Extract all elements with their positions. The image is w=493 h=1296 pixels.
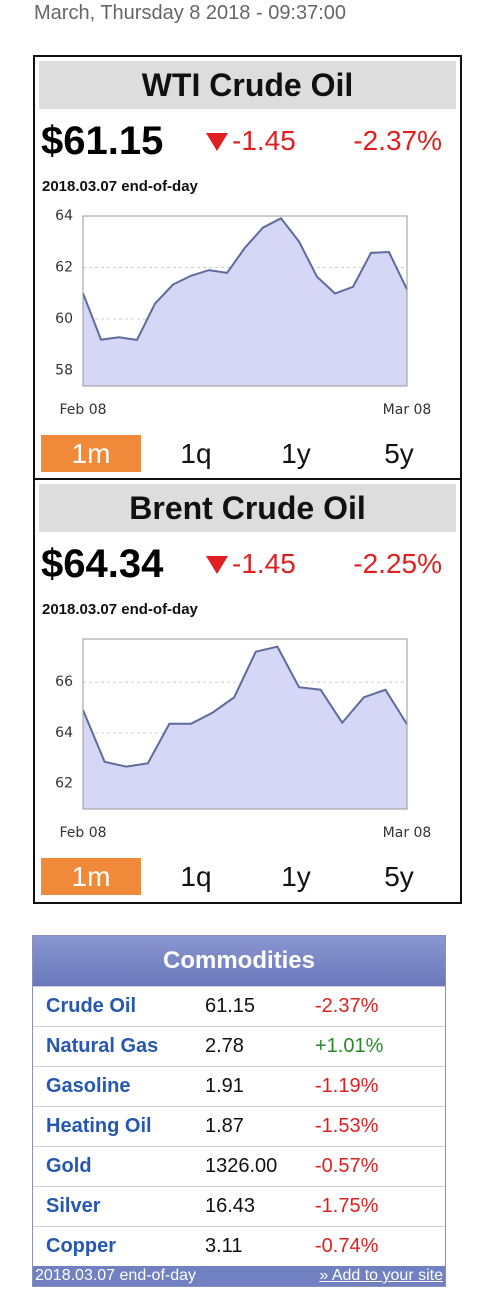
widget-title: WTI Crude Oil (39, 61, 456, 109)
range-tab[interactable]: 5y (384, 861, 414, 892)
commodity-name[interactable]: Gasoline (46, 1075, 131, 1097)
commodity-name[interactable]: Gold (46, 1155, 92, 1177)
y-tick-label: 60 (55, 311, 73, 327)
change: -1.45 (232, 125, 296, 156)
commodity-change: -2.37% (315, 995, 379, 1017)
change-percent: -2.25% (353, 548, 442, 579)
table-row: Gasoline 1.91 -1.19% (33, 1066, 445, 1106)
commodity-name[interactable]: Heating Oil (46, 1115, 152, 1137)
y-tick-label: 58 (55, 363, 73, 379)
plot-border (82, 638, 408, 810)
commodity-price: 3.11 (205, 1235, 243, 1257)
footer-note: 2018.03.07 end-of-day (35, 1267, 197, 1284)
area (83, 218, 407, 386)
price-chart: 62 64 66 Feb 08 Mar 08 (55, 638, 432, 841)
table-row: Heating Oil 1.87 -1.53% (33, 1106, 445, 1146)
change-percent: -2.37% (353, 125, 442, 156)
commodity-price: 1326.00 (205, 1155, 278, 1177)
price: $64.34 (41, 542, 164, 586)
table-footer: 2018.03.07 end-of-day » Add to your site (33, 1266, 445, 1286)
range-tab[interactable]: 1y (281, 861, 311, 892)
commodities-table: Commodities Crude Oil 61.15 -2.37% Natural … (32, 935, 446, 1287)
commodity-change: -0.74% (315, 1235, 379, 1257)
price-chart: 58 60 62 64 Feb 08 Mar 08 (55, 208, 432, 418)
area (83, 646, 407, 809)
commodity-price: 61.15 (205, 995, 256, 1017)
table-row: Gold 1326.00 -0.57% (33, 1146, 445, 1186)
table-row: Natural Gas 2.78 +1.01% (33, 1026, 445, 1066)
commodity-change: -1.75% (315, 1195, 379, 1217)
commodity-name[interactable]: Crude Oil (46, 995, 137, 1017)
down-arrow (206, 556, 228, 574)
table-title: Commodities (33, 936, 445, 986)
table-row: Copper 3.11 -0.74% (33, 1226, 445, 1266)
commodity-price: 1.87 (205, 1115, 244, 1137)
table-row: Crude Oil 61.15 -2.37% (33, 986, 445, 1026)
range-tab[interactable]: 1q (180, 438, 212, 469)
commodity-name[interactable]: Copper (46, 1235, 116, 1257)
range-tab[interactable]: 1m (41, 858, 141, 895)
range-tab[interactable]: 1m (41, 435, 141, 472)
line (82, 645, 408, 768)
table-row: Silver 16.43 -1.75% (33, 1186, 445, 1226)
commodity-change: -1.53% (315, 1115, 379, 1137)
commodity-name[interactable]: Silver (46, 1195, 101, 1217)
footer-link[interactable]: » Add to your site (319, 1267, 443, 1284)
range-tab[interactable]: 1y (281, 438, 311, 469)
date-note: 2018.03.07 end-of-day (42, 601, 198, 618)
commodity-change: +1.01% (315, 1035, 384, 1057)
plot-border (82, 215, 408, 387)
y-tick-label: 62 (55, 260, 73, 276)
commodity-name[interactable]: Natural Gas (46, 1035, 159, 1057)
y-tick-label: 62 (55, 776, 73, 792)
commodity-price: 2.78 (205, 1035, 244, 1057)
quote-widget: Brent Crude Oil $64.34 -1.45 -2.25% 2018… (33, 478, 462, 904)
range-tab[interactable]: 1q (180, 861, 212, 892)
commodity-change: -1.19% (315, 1075, 379, 1097)
widget-title: Brent Crude Oil (39, 484, 456, 532)
commodity-price: 16.43 (205, 1195, 256, 1217)
y-tick-label: 66 (55, 674, 73, 690)
x-tick-label: Mar 08 (383, 825, 432, 841)
commodity-price: 1.91 (205, 1075, 244, 1097)
x-tick-label: Mar 08 (383, 402, 432, 418)
x-tick-label: Feb 08 (59, 825, 106, 841)
datetime: March, Thursday 8 2018 - 09:37:00 (34, 2, 347, 24)
range-tab[interactable]: 5y (384, 438, 414, 469)
down-arrow (206, 133, 228, 151)
quote-widget: WTI Crude Oil $61.15 -1.45 -2.37% 2018.0… (33, 55, 462, 482)
line (82, 217, 408, 341)
date-note: 2018.03.07 end-of-day (42, 178, 198, 195)
y-tick-label: 64 (55, 208, 73, 224)
x-tick-label: Feb 08 (59, 402, 106, 418)
commodity-change: -0.57% (315, 1155, 379, 1177)
change: -1.45 (232, 548, 296, 579)
y-tick-label: 64 (55, 725, 73, 741)
price: $61.15 (41, 119, 164, 163)
